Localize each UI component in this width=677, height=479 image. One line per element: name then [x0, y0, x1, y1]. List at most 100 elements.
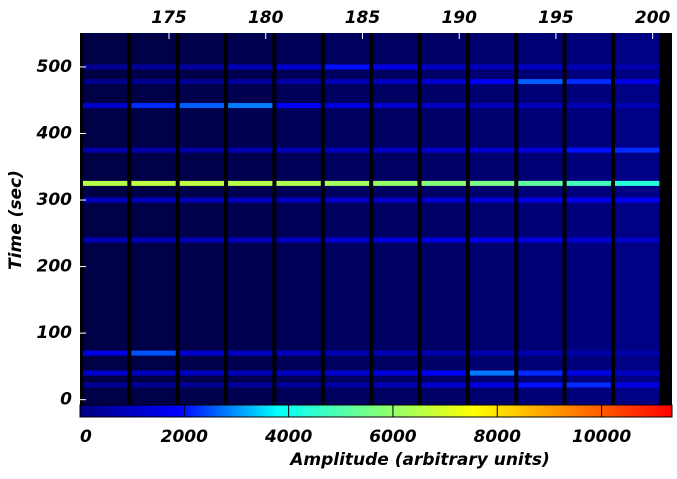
y-tick-label: 500	[37, 57, 73, 77]
heatmap-cell	[131, 382, 176, 388]
heatmap-cell	[518, 382, 563, 388]
heatmap-cell	[179, 197, 225, 203]
heatmap-cell	[131, 237, 176, 243]
heatmap-cell	[324, 64, 370, 70]
heatmap-cell	[469, 103, 515, 109]
heatmap-cell	[276, 197, 321, 203]
heatmap-column	[373, 33, 418, 405]
heatmap-cell	[518, 370, 563, 376]
heatmap-cell	[373, 147, 418, 153]
heatmap-cell	[469, 370, 515, 376]
heatmap-cell	[518, 79, 563, 85]
x-tick-label: 175	[151, 8, 187, 28]
heatmap-cell	[82, 79, 128, 85]
heatmap-cell	[131, 147, 176, 153]
heatmap-cell	[179, 64, 225, 70]
heatmap-cell	[518, 147, 563, 153]
heatmap-cell	[324, 370, 370, 376]
y-tick-label: 400	[36, 123, 73, 143]
heatmap-cell	[131, 370, 176, 376]
heatmap-cell	[324, 350, 370, 356]
heatmap-column	[566, 33, 611, 405]
heatmap-cell	[566, 197, 611, 203]
heatmap-column	[131, 33, 176, 405]
colorbar-tick-label: 6000	[369, 427, 416, 447]
heatmap-cell	[518, 103, 563, 109]
heatmap-cell	[566, 350, 611, 356]
heatmap-cell	[82, 103, 128, 109]
heatmap-cell	[518, 350, 563, 356]
heatmap-cell	[614, 237, 660, 243]
y-tick-label: 200	[37, 257, 73, 277]
heatmap-cell	[131, 103, 176, 109]
heatmap-cell	[614, 197, 660, 203]
heatmap-cell	[469, 64, 515, 70]
heatmap-cell	[228, 147, 273, 153]
heatmap-column	[614, 33, 660, 405]
heatmap-cell	[276, 64, 321, 70]
heatmap-cell	[614, 180, 660, 186]
heatmap-cell	[228, 237, 273, 243]
colorbar-tick-label: 10000	[572, 427, 631, 447]
heatmap-cell	[421, 370, 466, 376]
heatmap-cell	[421, 350, 466, 356]
heatmap-cell	[276, 180, 321, 186]
colorbar-tick-label: 8000	[474, 427, 521, 447]
heatmap-cell	[276, 103, 321, 109]
heatmap-cell	[228, 64, 273, 70]
x-tick-label: 200	[635, 8, 671, 28]
heatmap-cell	[131, 64, 176, 70]
heatmap-cell	[179, 370, 225, 376]
heatmap-cell	[82, 147, 128, 153]
heatmap-cell	[131, 79, 176, 85]
heatmap-cell	[421, 180, 466, 186]
heatmap-cell	[421, 147, 466, 153]
heatmap-cell	[614, 64, 660, 70]
heatmap-cell	[131, 197, 176, 203]
heatmap-cell	[373, 79, 418, 85]
heatmap-cell	[566, 180, 611, 186]
heatmap-cell	[373, 64, 418, 70]
heatmap-cell	[324, 79, 370, 85]
heatmap-cell	[276, 382, 321, 388]
heatmap-cell	[566, 370, 611, 376]
heatmap-cell	[228, 180, 273, 186]
heatmap-cell	[324, 237, 370, 243]
heatmap-cell	[518, 180, 563, 186]
heatmap-column	[82, 33, 128, 405]
colorbar-label: Amplitude (arbitrary units)	[288, 450, 550, 470]
colorbar-tick-label: 2000	[161, 427, 208, 447]
heatmap-cell	[276, 350, 321, 356]
heatmap-cell	[82, 197, 128, 203]
heatmap-cell	[373, 180, 418, 186]
heatmap-cell	[179, 79, 225, 85]
heatmap-cell	[82, 350, 128, 356]
heatmap-cell	[373, 237, 418, 243]
heatmap-cell	[421, 197, 466, 203]
heatmap-cell	[131, 180, 176, 186]
heatmap-cell	[421, 382, 466, 388]
heatmap-cell	[469, 197, 515, 203]
heatmap-cell	[373, 103, 418, 109]
heatmap-cell	[614, 147, 660, 153]
heatmap-cell	[469, 237, 515, 243]
y-tick-label: 0	[60, 390, 72, 410]
heatmap-cell	[421, 237, 466, 243]
heatmap-cell	[179, 237, 225, 243]
heatmap-cell	[614, 79, 660, 85]
x-tick-label: 190	[441, 8, 477, 28]
heatmap-cell	[566, 103, 611, 109]
heatmap-cell	[324, 382, 370, 388]
colorbar-tick-label: 0	[80, 427, 92, 447]
heatmap-cell	[82, 370, 128, 376]
heatmap-cell	[614, 350, 660, 356]
heatmap-cell	[82, 382, 128, 388]
heatmap-cell	[469, 180, 515, 186]
heatmap-cell	[179, 382, 225, 388]
y-tick-label: 300	[37, 190, 73, 210]
heatmap-cell	[469, 147, 515, 153]
heatmap-cell	[82, 64, 128, 70]
heatmap-cell	[179, 103, 225, 109]
heatmap-cell	[614, 370, 660, 376]
